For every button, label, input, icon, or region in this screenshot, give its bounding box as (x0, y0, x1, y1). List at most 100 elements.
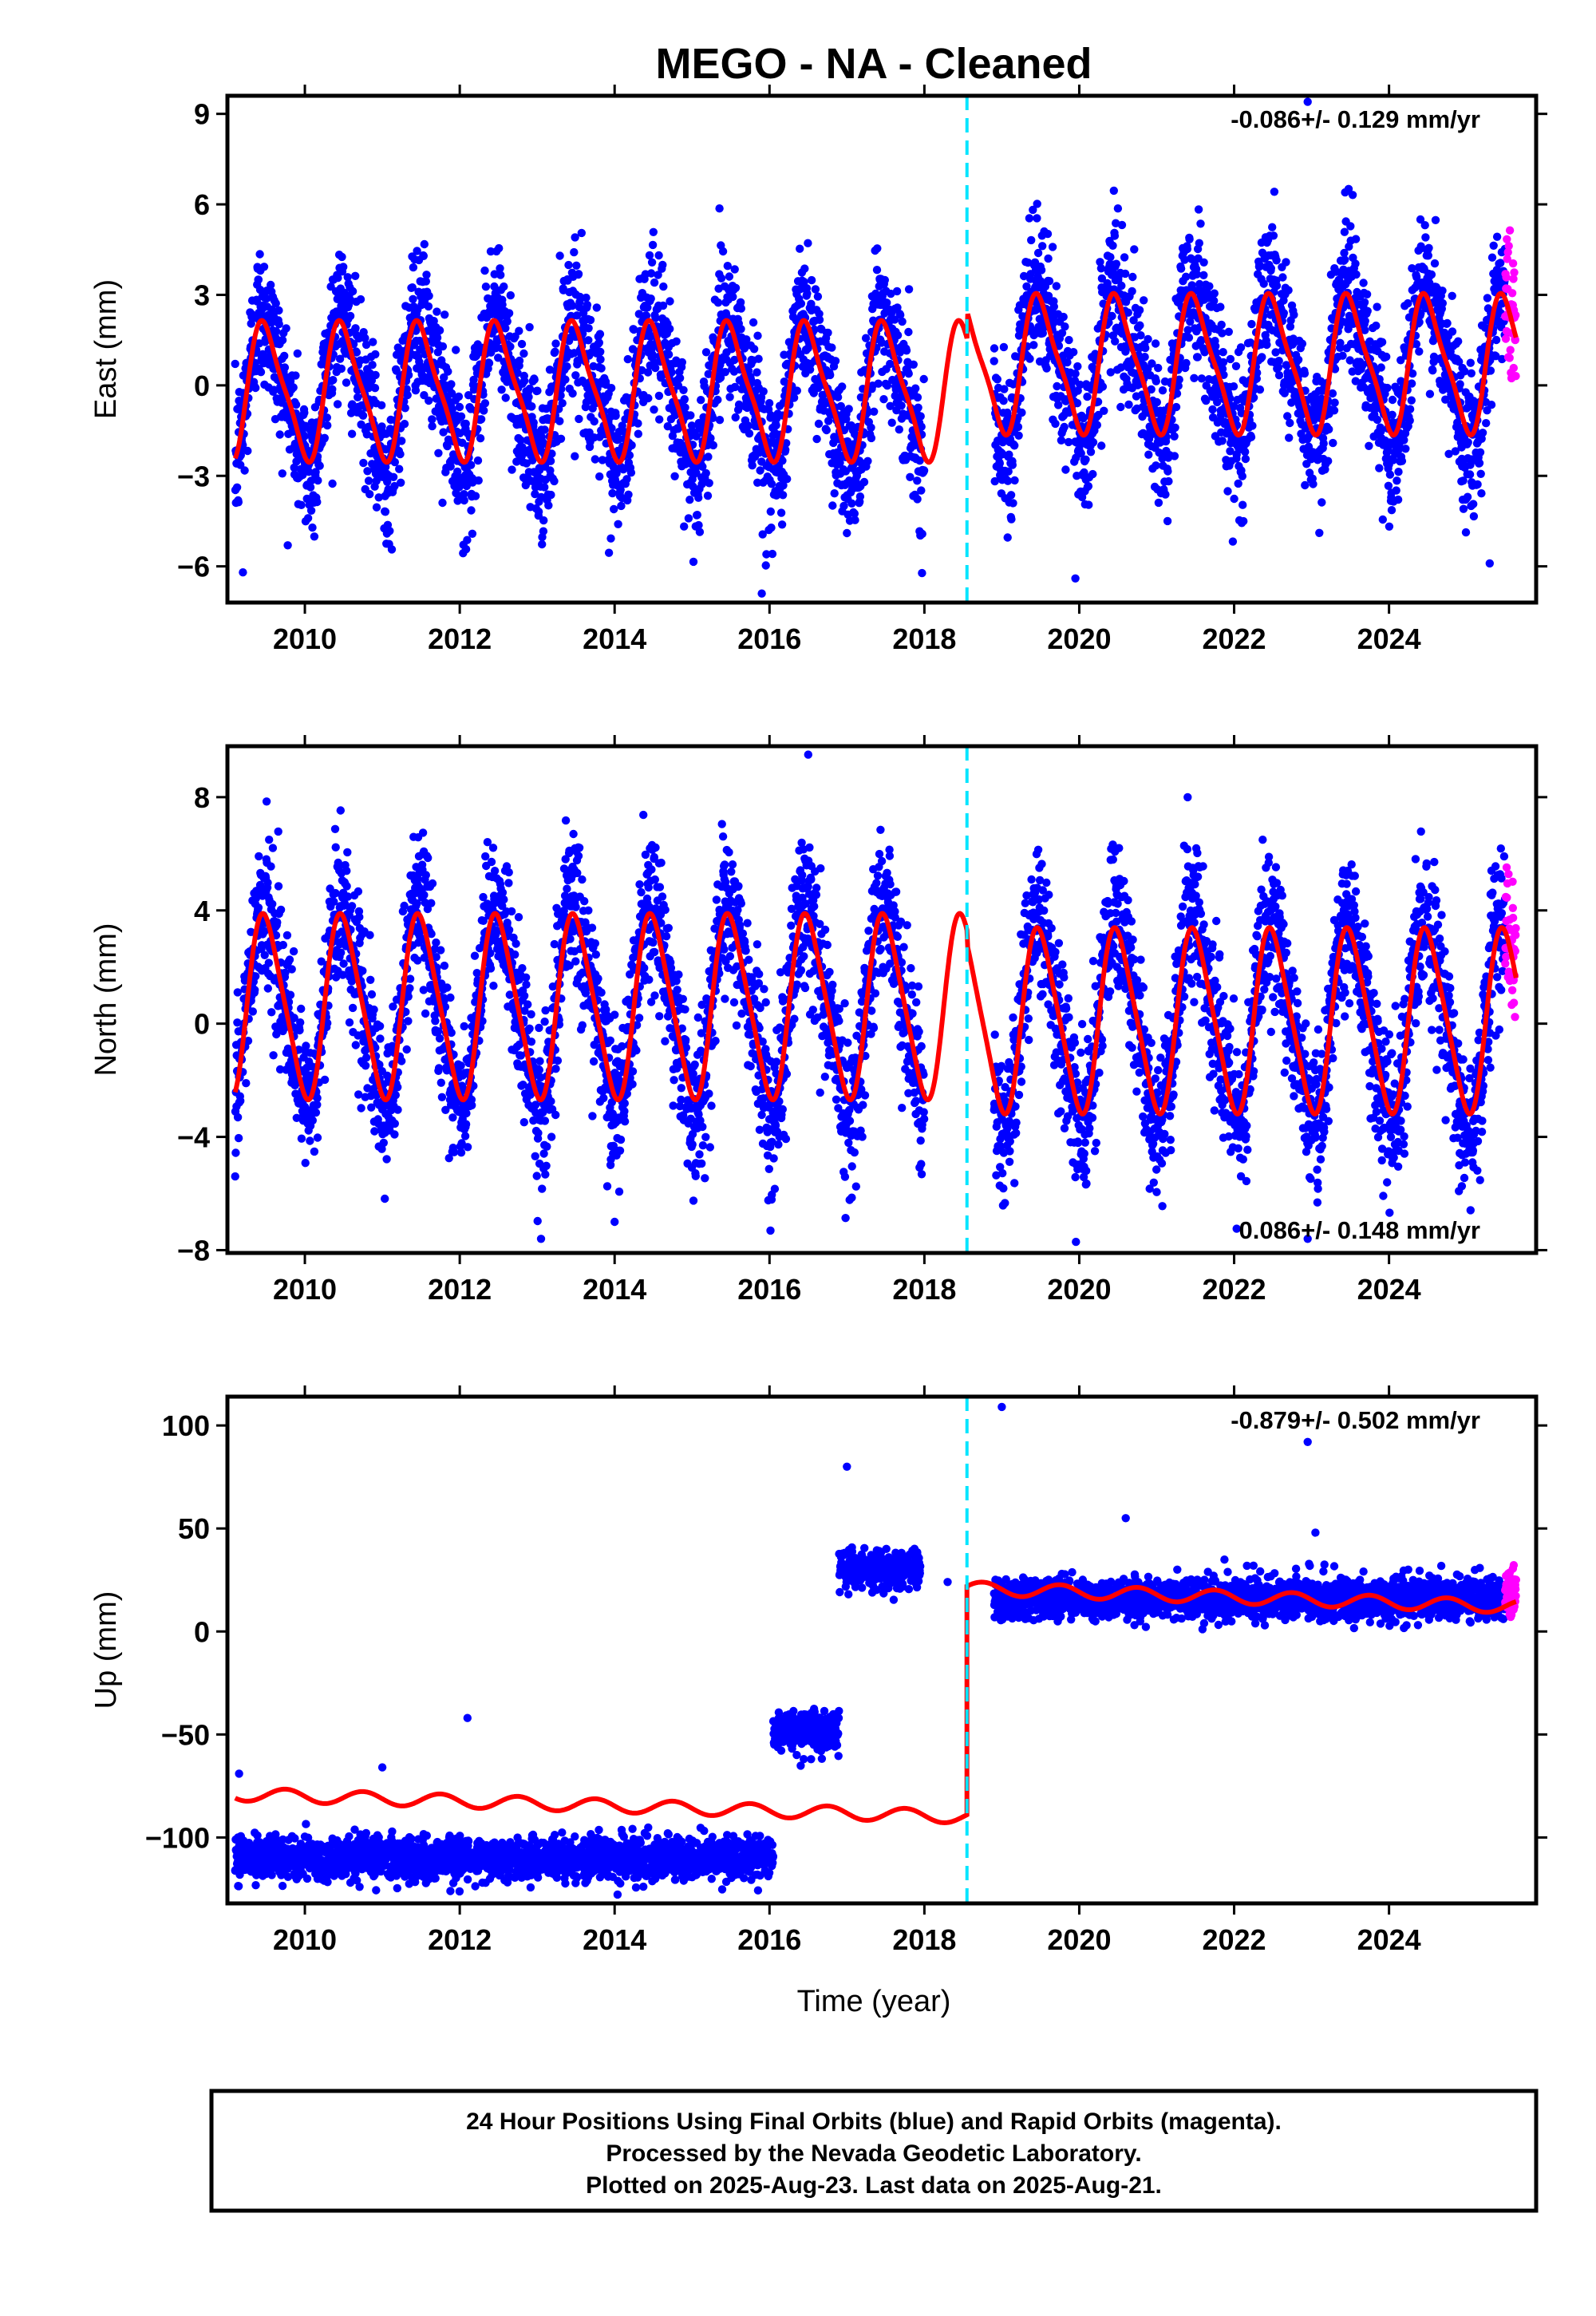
data-point (1394, 468, 1403, 476)
data-point (297, 500, 306, 509)
data-point (453, 467, 462, 476)
data-point (1460, 367, 1469, 376)
data-point (592, 303, 601, 312)
data-point (1229, 382, 1238, 391)
data-point (804, 239, 812, 247)
data-point (1467, 369, 1476, 377)
data-point (749, 318, 758, 327)
data-point (404, 370, 413, 380)
data-point (282, 931, 292, 940)
data-point (1236, 343, 1246, 352)
data-point (1224, 327, 1234, 336)
data-point (596, 355, 605, 364)
y-tick-label: 0 (194, 370, 210, 402)
data-point (540, 425, 549, 434)
data-point (1491, 352, 1500, 361)
data-point (234, 1133, 243, 1143)
data-point (731, 413, 740, 422)
data-point (1509, 275, 1518, 283)
data-point (1416, 215, 1425, 224)
data-point (1424, 251, 1433, 260)
data-point (390, 457, 399, 467)
data-point (1377, 338, 1387, 346)
data-point (1098, 382, 1108, 391)
data-point (815, 315, 824, 324)
data-point (807, 299, 816, 308)
data-point (306, 483, 315, 492)
data-point (674, 425, 682, 433)
data-point (664, 350, 674, 359)
data-point (1170, 452, 1179, 460)
data-point (909, 360, 918, 369)
data-point (480, 406, 488, 415)
data-point (1282, 361, 1291, 370)
data-point (1300, 369, 1310, 378)
y-tick-label: −6 (177, 551, 210, 583)
data-point (1180, 255, 1189, 264)
data-point (645, 251, 654, 260)
data-point (1238, 500, 1247, 509)
data-point (425, 291, 433, 300)
data-point (495, 243, 504, 253)
data-point (231, 359, 239, 369)
data-point (883, 298, 891, 307)
data-point (1246, 433, 1256, 441)
data-point (1466, 358, 1476, 367)
data-point (446, 462, 455, 471)
panel-frame (225, 93, 1539, 605)
data-point (789, 393, 799, 402)
data-point (1511, 310, 1520, 320)
data-point (248, 1007, 257, 1016)
data-point (389, 472, 398, 481)
data-point (1110, 231, 1120, 240)
data-point (1195, 279, 1204, 289)
data-point (448, 405, 456, 413)
data-point (310, 1147, 319, 1156)
data-point (1280, 389, 1290, 397)
data-point (1128, 287, 1136, 296)
data-point (1325, 425, 1333, 434)
data-point (1130, 245, 1139, 254)
data-point (742, 335, 751, 344)
data-point (678, 358, 686, 367)
data-point (607, 424, 616, 433)
data-point (658, 260, 667, 270)
data-point (839, 501, 848, 511)
data-point (1469, 500, 1478, 508)
data-point (1000, 385, 1009, 393)
data-point (369, 338, 377, 346)
data-point (358, 411, 368, 420)
data-point (1128, 272, 1137, 282)
data-point (1383, 383, 1392, 393)
data-point (800, 264, 809, 273)
data-point (1496, 259, 1505, 267)
data-point (895, 425, 904, 434)
data-point (718, 247, 728, 256)
data-point (363, 467, 372, 476)
data-point (1195, 239, 1204, 247)
data-point (1506, 346, 1515, 354)
data-point (434, 449, 443, 457)
data-point (370, 384, 380, 393)
data-point (590, 417, 598, 426)
data-point (289, 383, 298, 392)
data-point (243, 446, 252, 456)
data-point (766, 507, 775, 516)
data-point (916, 412, 925, 421)
data-point (1172, 389, 1182, 398)
data-point (768, 549, 777, 559)
data-point (1022, 282, 1031, 291)
data-point (1044, 254, 1053, 263)
data-point (836, 458, 844, 468)
data-point (812, 434, 821, 444)
data-point (767, 524, 776, 532)
data-point (1154, 498, 1163, 508)
data-point (396, 449, 405, 459)
data-point (334, 274, 342, 283)
data-point (397, 437, 406, 445)
data-point (1498, 354, 1507, 364)
data-point (497, 385, 506, 394)
data-point (1088, 438, 1098, 447)
data-point (689, 557, 698, 567)
